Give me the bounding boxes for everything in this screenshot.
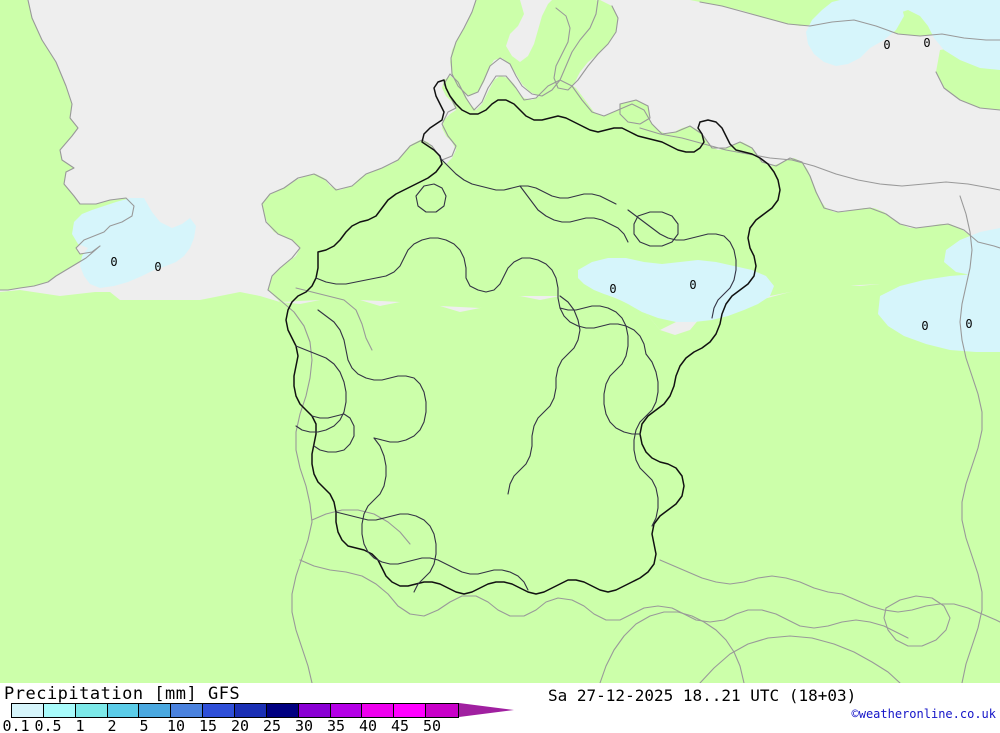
state-border-schleswig-hamburg [439, 157, 617, 205]
colorbar-tick-15: 15 [198, 717, 218, 733]
colorbar-swatch-2 [107, 704, 140, 717]
state-border-bremen-enclave [415, 183, 447, 213]
state-border-brandenburg-berlin [627, 209, 737, 319]
border-italy-slovenia [599, 611, 745, 683]
coastline-continental [261, 73, 1000, 291]
contour-label: 0 [154, 260, 161, 274]
colorbar-swatch-1 [75, 704, 108, 717]
contour-label: 0 [689, 278, 696, 292]
colorbar-swatch-45 [394, 704, 427, 717]
precip-band-se-poland [878, 274, 1000, 352]
colorbar-swatch-5 [139, 704, 172, 717]
colorbar-container[interactable] [11, 703, 459, 718]
colorbar-swatch-10 [171, 704, 204, 717]
colorbar-swatch-0.5 [43, 704, 76, 717]
coastline-istria [883, 595, 951, 647]
colorbar[interactable] [11, 703, 459, 718]
colorbar-tick-25: 25 [262, 717, 282, 733]
coastline-great-britain [0, 0, 135, 291]
state-border-bw-bayern [361, 437, 529, 591]
state-border-niedersachsen-nrw [315, 237, 647, 355]
state-border-bw-west [335, 511, 437, 593]
land-continental-europe [0, 282, 1000, 683]
colorbar-swatch-35 [330, 704, 363, 717]
colorbar-swatch-15 [203, 704, 236, 717]
colorbar-tick-5: 5 [139, 717, 149, 733]
colorbar-swatch-25 [266, 704, 299, 717]
colorbar-tick-20: 20 [230, 717, 250, 733]
contour-label: 0 [883, 38, 890, 52]
border-france-belgium [267, 289, 313, 683]
coastline-danish-islands [553, 5, 619, 91]
colorbar-tick-2: 2 [107, 717, 117, 733]
contour-label: 0 [609, 282, 616, 296]
colorbar-tick-50: 50 [422, 717, 442, 733]
precip-band-channel [72, 198, 196, 288]
state-border-berlin-enclave [633, 211, 679, 247]
colorbar-tick-0.1: 0.1 [2, 717, 30, 733]
colorbar-tick-1: 1 [75, 717, 85, 733]
contour-label: 0 [110, 255, 117, 269]
contour-label: 0 [965, 317, 972, 331]
coastline-sweden [699, 1, 1000, 41]
coastline-sweden-south [935, 71, 1000, 111]
border-slovakia-hungary [841, 593, 1000, 623]
state-border-sachsen-anhalt [559, 305, 641, 435]
colorbar-swatch-0.1 [12, 704, 44, 717]
coastline-baltic-south [639, 127, 1000, 191]
border-belgium-netherlands [295, 287, 373, 351]
legend-title: Precipitation [mm] GFS [4, 684, 241, 704]
state-border-thueringen-sachsen [633, 353, 659, 527]
contour-label: 0 [923, 36, 930, 50]
map-canvas: 0 0 0 0 0 0 0 0 [0, 0, 1000, 683]
colorbar-swatch-50 [426, 704, 459, 717]
copyright-notice: ©weatheronline.co.uk [851, 707, 997, 721]
border-france-switzerland [311, 509, 411, 545]
colorbar-tick-40: 40 [358, 717, 378, 733]
border-czech-austria-south [659, 559, 843, 595]
colorbar-tick-labels: 0.1 0.5 1 2 5 10 15 20 25 30 35 40 45 50 [0, 717, 520, 733]
contour-label-group: 0 0 0 0 0 0 0 0 [110, 36, 972, 333]
run-timestamp: Sa 27-12-2025 18..21 UTC (18+03) [548, 686, 857, 705]
coastline-denmark [450, 0, 599, 97]
state-border-mecklenburg [519, 185, 629, 243]
colorbar-swatch-30 [298, 704, 331, 717]
colorbar-swatch-40 [362, 704, 395, 717]
precipitation-map[interactable]: 0 0 0 0 0 0 0 0 [0, 0, 1000, 683]
colorbar-swatch-20 [235, 704, 267, 717]
state-border-nrw-hessen [317, 309, 427, 443]
land-netherlands-nw-germany [262, 76, 1000, 330]
state-border-saarland [311, 413, 355, 453]
border-switzerland-south [299, 559, 909, 639]
colorbar-tick-10: 10 [166, 717, 186, 733]
contour-label: 0 [921, 319, 928, 333]
coastline-ruegen [619, 99, 651, 125]
border-germany-national [285, 79, 781, 595]
colorbar-tick-30: 30 [294, 717, 314, 733]
colorbar-tick-45: 45 [390, 717, 410, 733]
land-danish-islands [554, 0, 618, 90]
colorbar-overflow-arrow [459, 703, 514, 717]
precip-band-baltic-south [834, 0, 904, 52]
coastline-adriatic [699, 635, 901, 683]
state-border-rheinland-saarland [295, 345, 347, 433]
border-poland-east [959, 195, 983, 683]
colorbar-tick-35: 35 [326, 717, 346, 733]
colorbar-tick-0.5: 0.5 [34, 717, 62, 733]
state-border-hessen-bayern [507, 295, 581, 495]
